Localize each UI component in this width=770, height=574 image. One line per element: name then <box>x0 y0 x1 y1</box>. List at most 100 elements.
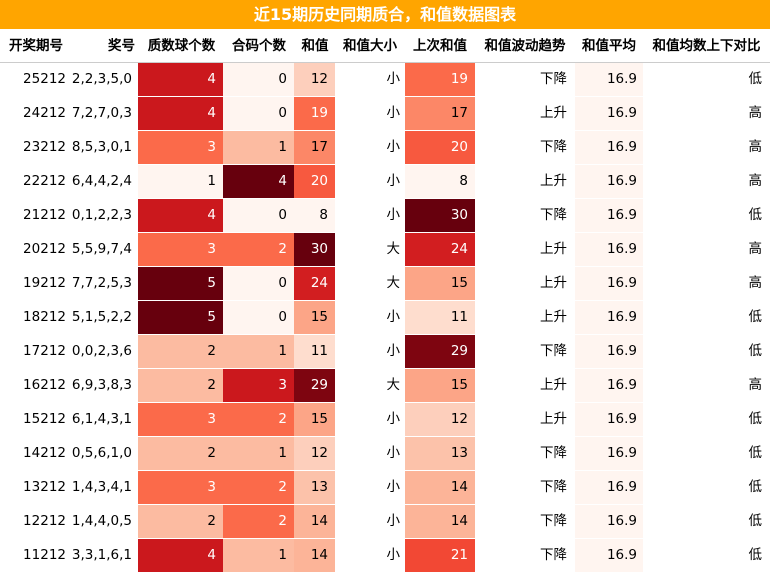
cell-avg: 16.9 <box>575 335 643 368</box>
cell-period: 25212 <box>23 71 66 87</box>
cell-trend: 上升 <box>540 411 567 427</box>
table-row: 13212 1,4,3,4,1 3 2 13 小 14 下降 16.9 低 <box>0 471 770 505</box>
cell-period: 18212 <box>23 309 66 325</box>
cell-size: 小 <box>386 513 401 529</box>
cell-compare: 高 <box>748 275 763 291</box>
cell-numbers: 3,3,1,6,1 <box>71 547 132 563</box>
cell-numbers: 2,2,3,5,0 <box>71 71 132 87</box>
cell-composites: 0 <box>223 97 294 130</box>
cell-trend: 下降 <box>540 343 567 359</box>
cell-trend: 上升 <box>540 377 567 393</box>
cell-size: 大 <box>386 275 401 291</box>
cell-sum: 15 <box>294 403 335 436</box>
header-compare: 和值均数上下对比 <box>652 38 761 54</box>
table-row: 25212 2,2,3,5,0 4 0 12 小 19 下降 16.9 低 <box>0 63 770 97</box>
cell-compare: 低 <box>748 479 763 495</box>
cell-trend: 上升 <box>540 105 567 121</box>
cell-trend: 下降 <box>540 207 567 223</box>
cell-prev-sum: 30 <box>405 199 475 232</box>
cell-period: 14212 <box>23 445 66 461</box>
cell-compare: 高 <box>748 173 763 189</box>
cell-compare: 低 <box>748 207 763 223</box>
cell-composites: 0 <box>223 301 294 334</box>
cell-sum: 8 <box>294 199 335 232</box>
cell-composites: 1 <box>223 335 294 368</box>
table-row: 21212 0,1,2,2,3 4 0 8 小 30 下降 16.9 低 <box>0 199 770 233</box>
cell-numbers: 6,9,3,8,3 <box>71 377 132 393</box>
cell-numbers: 5,5,9,7,4 <box>71 241 132 257</box>
cell-numbers: 8,5,3,0,1 <box>71 139 132 155</box>
cell-size: 小 <box>386 411 401 427</box>
cell-sum: 20 <box>294 165 335 198</box>
cell-avg: 16.9 <box>575 539 643 572</box>
cell-size: 小 <box>386 445 401 461</box>
cell-prev-sum: 21 <box>405 539 475 572</box>
cell-compare: 高 <box>748 139 763 155</box>
cell-composites: 2 <box>223 505 294 538</box>
cell-primes: 2 <box>138 369 223 402</box>
cell-trend: 下降 <box>540 547 567 563</box>
cell-numbers: 1,4,3,4,1 <box>71 479 132 495</box>
cell-period: 13212 <box>23 479 66 495</box>
cell-trend: 上升 <box>540 275 567 291</box>
cell-primes: 5 <box>138 301 223 334</box>
cell-numbers: 0,5,6,1,0 <box>71 445 132 461</box>
cell-trend: 下降 <box>540 71 567 87</box>
cell-numbers: 0,0,2,3,6 <box>71 343 132 359</box>
cell-composites: 1 <box>223 539 294 572</box>
cell-sum: 13 <box>294 471 335 504</box>
cell-prev-sum: 14 <box>405 471 475 504</box>
header-divider <box>0 62 770 63</box>
cell-composites: 2 <box>223 403 294 436</box>
cell-numbers: 7,2,7,0,3 <box>71 105 132 121</box>
cell-avg: 16.9 <box>575 403 643 436</box>
cell-avg: 16.9 <box>575 63 643 96</box>
cell-period: 12212 <box>23 513 66 529</box>
cell-sum: 30 <box>294 233 335 266</box>
cell-primes: 4 <box>138 199 223 232</box>
table-row: 11212 3,3,1,6,1 4 1 14 小 21 下降 16.9 低 <box>0 539 770 573</box>
cell-period: 20212 <box>23 241 66 257</box>
cell-period: 11212 <box>23 547 66 563</box>
table-row: 15212 6,1,4,3,1 3 2 15 小 12 上升 16.9 低 <box>0 403 770 437</box>
cell-primes: 3 <box>138 233 223 266</box>
cell-primes: 4 <box>138 539 223 572</box>
cell-prev-sum: 19 <box>405 63 475 96</box>
cell-sum: 29 <box>294 369 335 402</box>
cell-trend: 上升 <box>540 173 567 189</box>
cell-period: 17212 <box>23 343 66 359</box>
cell-period: 15212 <box>23 411 66 427</box>
cell-size: 小 <box>386 547 401 563</box>
cell-sum: 15 <box>294 301 335 334</box>
cell-size: 小 <box>386 309 401 325</box>
cell-primes: 4 <box>138 63 223 96</box>
cell-composites: 0 <box>223 199 294 232</box>
chart-title: 近15期历史同期质合，和值数据图表 <box>0 0 770 29</box>
cell-primes: 3 <box>138 471 223 504</box>
cell-composites: 1 <box>223 131 294 164</box>
cell-period: 21212 <box>23 207 66 223</box>
header-sum: 和值 <box>301 38 329 54</box>
cell-avg: 16.9 <box>575 437 643 470</box>
cell-primes: 3 <box>138 131 223 164</box>
cell-size: 小 <box>386 173 401 189</box>
cell-prev-sum: 20 <box>405 131 475 164</box>
cell-prev-sum: 13 <box>405 437 475 470</box>
cell-size: 小 <box>386 343 401 359</box>
cell-size: 大 <box>386 377 401 393</box>
cell-avg: 16.9 <box>575 505 643 538</box>
cell-compare: 低 <box>748 71 763 87</box>
table-row: 14212 0,5,6,1,0 2 1 12 小 13 下降 16.9 低 <box>0 437 770 471</box>
cell-composites: 2 <box>223 233 294 266</box>
cell-prev-sum: 12 <box>405 403 475 436</box>
cell-compare: 低 <box>748 411 763 427</box>
table-row: 12212 1,4,4,0,5 2 2 14 小 14 下降 16.9 低 <box>0 505 770 539</box>
cell-sum: 14 <box>294 505 335 538</box>
cell-primes: 1 <box>138 165 223 198</box>
cell-primes: 2 <box>138 335 223 368</box>
cell-composites: 3 <box>223 369 294 402</box>
cell-primes: 2 <box>138 505 223 538</box>
header-avg: 和值平均 <box>582 38 636 54</box>
cell-numbers: 6,4,4,2,4 <box>71 173 132 189</box>
